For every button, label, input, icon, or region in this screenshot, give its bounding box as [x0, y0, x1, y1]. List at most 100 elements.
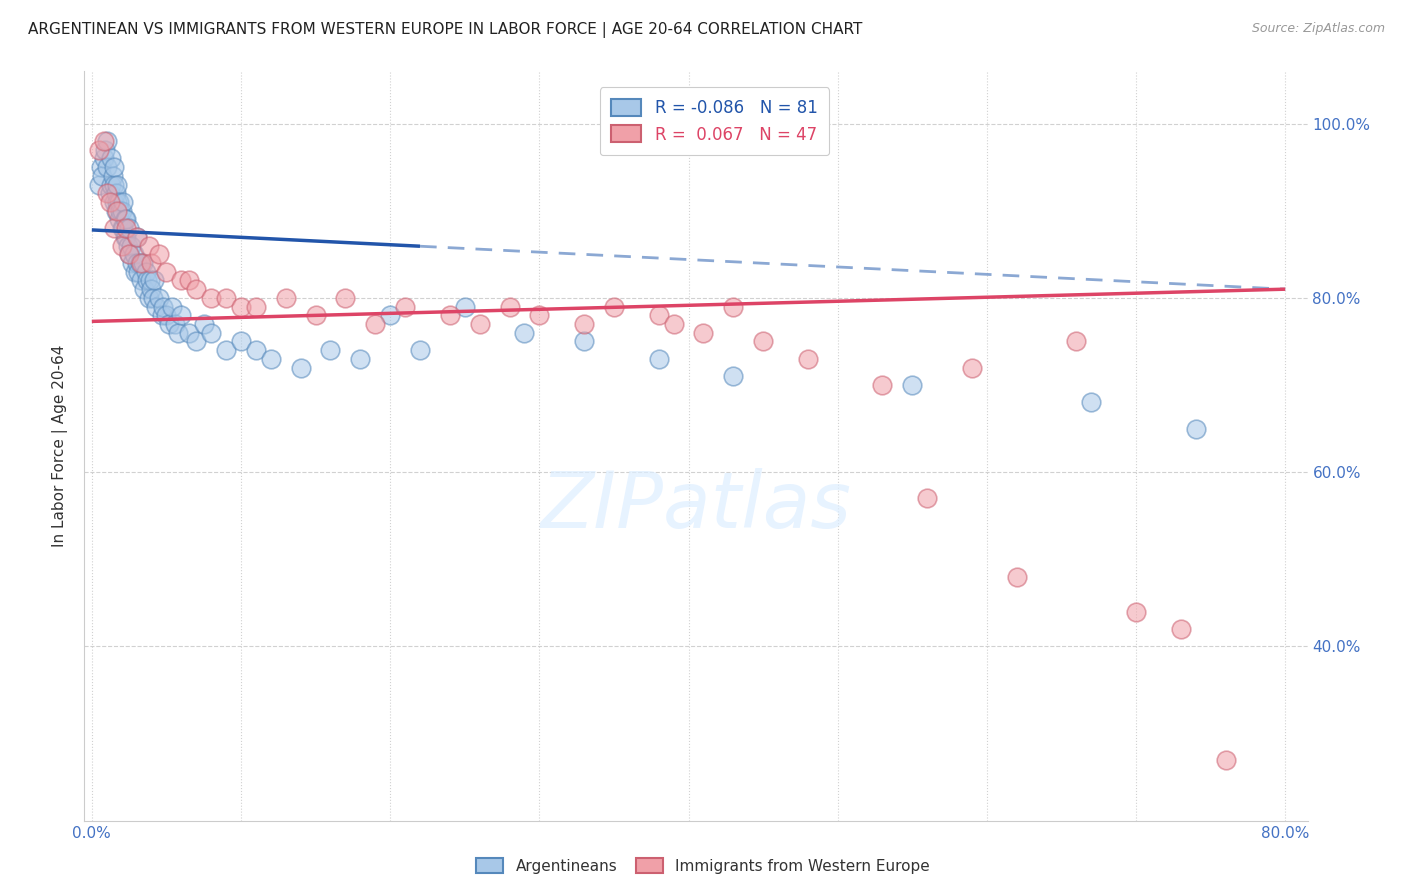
Legend: Argentineans, Immigrants from Western Europe: Argentineans, Immigrants from Western Eu… — [470, 852, 936, 880]
Point — [901, 378, 924, 392]
Point — [165, 317, 187, 331]
Point — [200, 291, 222, 305]
Point — [274, 291, 297, 305]
Point — [96, 134, 118, 148]
Point — [1066, 334, 1088, 349]
Point — [572, 317, 595, 331]
Point — [103, 160, 125, 174]
Point — [118, 247, 141, 261]
Point — [114, 230, 136, 244]
Point — [364, 317, 387, 331]
Point — [125, 230, 148, 244]
Point — [960, 360, 983, 375]
Point — [335, 291, 357, 305]
Point — [111, 238, 134, 252]
Point — [136, 273, 159, 287]
Point — [115, 230, 138, 244]
Point — [260, 351, 283, 366]
Point — [145, 300, 167, 314]
Point — [105, 203, 128, 218]
Point — [132, 282, 155, 296]
Point — [152, 300, 174, 314]
Point — [572, 334, 595, 349]
Point — [215, 291, 238, 305]
Point — [115, 212, 138, 227]
Point — [915, 491, 938, 506]
Point — [96, 186, 118, 201]
Point — [93, 134, 115, 148]
Point — [304, 308, 326, 322]
Point — [90, 160, 112, 174]
Point — [229, 300, 252, 314]
Text: Source: ZipAtlas.com: Source: ZipAtlas.com — [1251, 22, 1385, 36]
Point — [193, 317, 215, 331]
Point — [120, 238, 142, 252]
Point — [662, 317, 685, 331]
Point — [454, 300, 477, 314]
Point — [89, 178, 111, 192]
Legend: R = -0.086   N = 81, R =  0.067   N = 47: R = -0.086 N = 81, R = 0.067 N = 47 — [599, 87, 830, 155]
Point — [186, 282, 208, 296]
Point — [200, 326, 222, 340]
Point — [100, 152, 122, 166]
Point — [409, 343, 432, 358]
Point — [1080, 395, 1102, 409]
Point — [129, 273, 152, 287]
Point — [349, 351, 371, 366]
Point — [723, 300, 745, 314]
Point — [155, 308, 177, 322]
Point — [104, 186, 127, 201]
Point — [100, 178, 122, 192]
Point — [107, 195, 129, 210]
Point — [1215, 753, 1237, 767]
Point — [114, 212, 136, 227]
Point — [121, 256, 143, 270]
Point — [290, 360, 312, 375]
Point — [91, 169, 114, 183]
Point — [125, 256, 148, 270]
Point — [105, 195, 128, 210]
Point — [143, 273, 166, 287]
Point — [148, 291, 170, 305]
Point — [167, 326, 190, 340]
Point — [98, 195, 121, 210]
Point — [96, 160, 118, 174]
Point — [797, 351, 820, 366]
Point — [141, 282, 163, 296]
Point — [513, 326, 536, 340]
Point — [245, 300, 267, 314]
Point — [148, 247, 170, 261]
Point — [380, 308, 402, 322]
Point — [647, 351, 669, 366]
Point — [647, 308, 669, 322]
Point — [108, 203, 131, 218]
Point — [115, 221, 138, 235]
Point — [129, 256, 152, 270]
Point — [468, 317, 491, 331]
Point — [229, 334, 252, 349]
Point — [752, 334, 775, 349]
Point — [1170, 622, 1192, 636]
Point — [103, 195, 125, 210]
Point — [93, 152, 115, 166]
Point — [157, 317, 180, 331]
Point — [125, 230, 148, 244]
Point — [142, 291, 165, 305]
Point — [124, 265, 146, 279]
Point — [177, 273, 200, 287]
Point — [186, 334, 208, 349]
Point — [103, 221, 125, 235]
Point — [112, 195, 135, 210]
Point — [177, 326, 200, 340]
Point — [111, 221, 134, 235]
Point — [139, 273, 162, 287]
Point — [89, 143, 111, 157]
Point — [1125, 605, 1147, 619]
Point — [498, 300, 520, 314]
Point — [150, 308, 173, 322]
Point — [118, 247, 141, 261]
Point — [394, 300, 416, 314]
Text: ZIPatlas: ZIPatlas — [540, 468, 852, 544]
Point — [104, 203, 127, 218]
Point — [103, 178, 125, 192]
